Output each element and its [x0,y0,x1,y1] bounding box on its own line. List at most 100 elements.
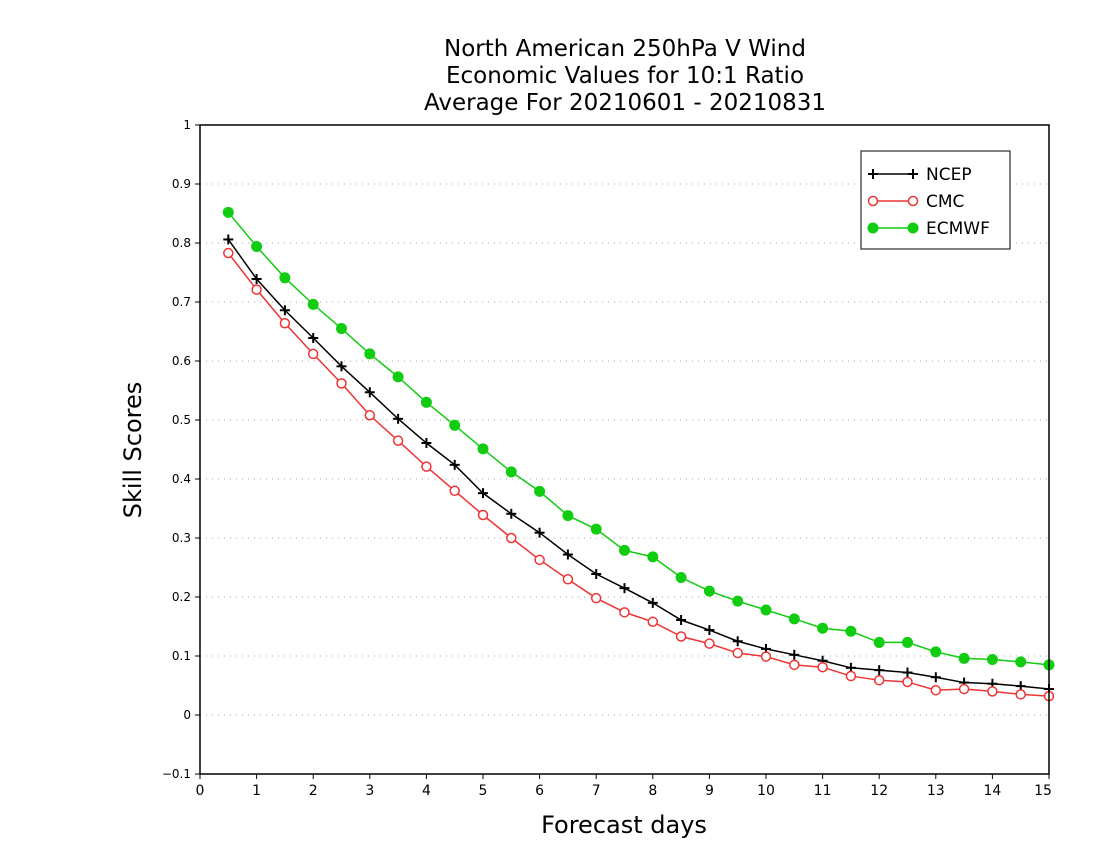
ecmwf-point [788,613,800,625]
legend-marker [867,222,879,234]
ncep-point [704,625,715,636]
cmc-line [227,252,1050,697]
cmc-point [789,659,800,671]
x-tick-label: 13 [927,783,945,799]
cmc-point [958,683,970,695]
x-tick-label: 4 [422,783,431,799]
y-tick-label: 1 [183,118,191,132]
legend-marker [868,169,878,179]
cmc-point [817,661,828,673]
ncep-point [279,305,290,316]
ecmwf-point [732,595,744,607]
legend-marker [908,169,918,179]
x-tick-label: 12 [870,783,888,799]
ncep-point [732,636,743,647]
x-tick-label: 7 [592,783,601,799]
ncep-point [506,508,517,519]
ecmwf-point [477,443,489,455]
cmc-point [930,684,942,696]
title-line-2: Economic Values for 10:1 Ratio [445,63,805,89]
cmc-point [449,485,460,497]
cmc-point [392,435,404,446]
cmc-point [223,247,234,259]
y-tick-label: 0.7 [172,295,191,309]
plot-frame [199,124,1050,775]
ecmwf-point [930,646,942,658]
ecmwf-point [449,419,461,431]
x-tick-label: 1 [252,783,261,799]
cmc-point [421,461,432,472]
x-tick-label: 3 [365,783,374,799]
ecmwf-point [958,652,970,664]
ncep-point [393,413,404,424]
y-tick-label: 0.9 [172,177,191,191]
y-tick-label: −0.1 [162,767,191,781]
ncep-point [619,583,630,594]
cmc-point [534,554,545,566]
x-tick-label: 10 [757,783,775,799]
y-tick-label: 0.2 [172,590,191,604]
chart-title: North American 250hPa V Wind Economic Va… [200,36,1050,117]
legend-box [860,150,1011,250]
legend-item-ncep: NCEP [868,165,972,185]
ncep-point [364,387,375,398]
ecmwf-point [675,572,687,584]
y-tick-label: 0.1 [172,649,191,663]
y-tick-label: 0.3 [172,531,191,545]
cmc-point [845,670,857,682]
ecmwf-point [307,298,319,310]
ecmwf-point [279,272,291,284]
y-tick-label: 0 [183,708,191,722]
axis-ticks: −0.100.10.20.30.40.50.60.70.80.910 1 2 3 4 5 6… [162,118,1052,799]
series-cmc [223,247,1055,702]
gridlines [200,183,1049,716]
cmc-point [307,348,319,360]
ncep-point [676,615,687,626]
cmc-point [251,284,262,295]
ncep-point [421,438,432,449]
x-axis-label: Forecast days [541,811,707,839]
x-tick-label: 9 [705,783,714,799]
cmc-point [902,676,913,688]
ncep-point [789,649,800,660]
ncep-point [223,234,234,245]
cmc-point [760,651,772,662]
y-tick-label: 0.5 [172,413,191,427]
ecmwf-point [336,323,347,335]
cmc-point [987,686,998,697]
legend-marker [867,195,879,207]
title-line-3: Average For 20210601 - 20210831 [423,90,827,116]
y-tick-label: 0.6 [172,354,191,368]
legend-item-ecmwf: ECMWF [867,219,990,239]
ecmwf-point [505,466,517,478]
ncep-point [534,527,545,538]
ecmwf-point [392,371,404,383]
legend-marker [907,195,919,207]
ecmwf-point [986,654,998,666]
legend-marker [907,222,919,234]
x-tick-label: 0 [196,783,205,799]
cmc-point [873,674,885,686]
ncep-point [930,672,941,683]
ecmwf-point [420,396,432,408]
ecmwf-point [760,604,772,616]
cmc-point [364,410,376,421]
cmc-point [336,378,347,389]
x-tick-label: 14 [983,783,1001,799]
ncep-point [308,332,319,343]
series-ecmwf [222,206,1055,671]
x-tick-label: 15 [1034,783,1052,799]
x-tick-label: 11 [814,783,832,799]
ecmwf-point [251,241,263,253]
ecmwf-point [703,585,715,597]
ecmwf-point [1015,656,1027,668]
legend-label: NCEP [926,165,972,185]
ecmwf-point [902,636,913,648]
cmc-point [1015,689,1026,700]
ncep-point [562,549,573,560]
legend-label: CMC [926,192,964,212]
title-line-1: North American 250hPa V Wind [444,36,806,62]
ecmwf-point [845,625,857,637]
y-tick-label: 0.8 [172,236,191,250]
